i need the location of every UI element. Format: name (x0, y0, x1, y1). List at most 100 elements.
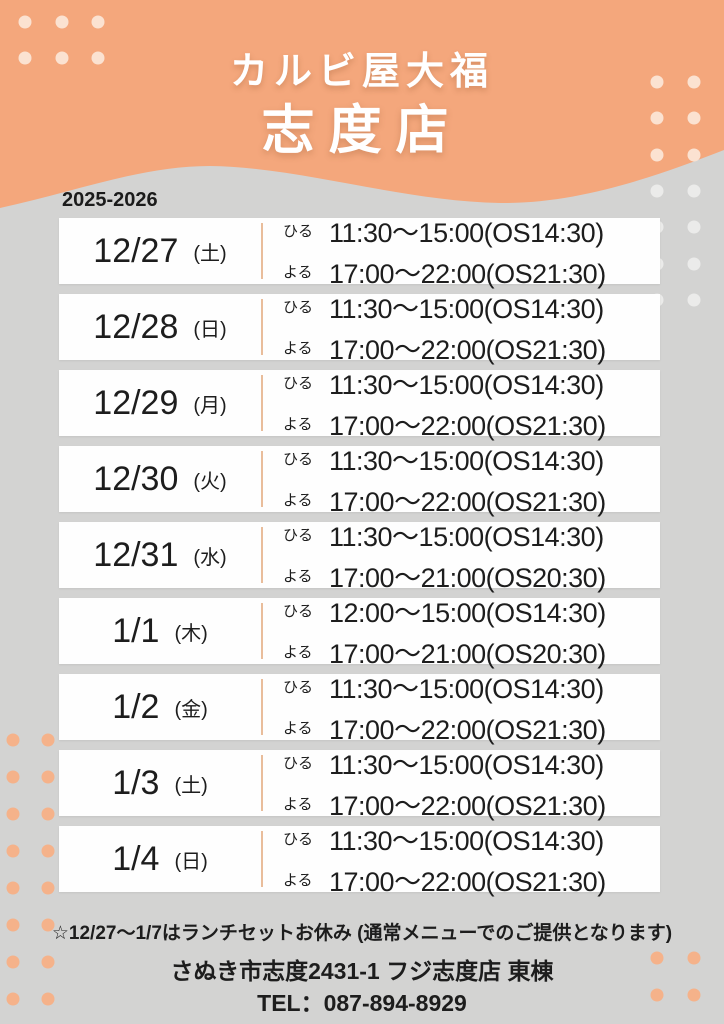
lunch-hours: 11:30〜15:00(OS14:30) (329, 750, 604, 780)
row-weekday: (金) (174, 698, 208, 721)
lunch-hours: 11:30〜15:00(OS14:30) (329, 218, 604, 248)
row-times: ひる 11:30〜15:00(OS14:30) よる 17:00〜22:00(O… (263, 211, 606, 291)
dinner-label: よる (283, 340, 313, 357)
lunch-line: ひる 12:00〜15:00(OS14:30) (283, 591, 606, 630)
row-date-cell: 12/27 (土) (59, 232, 261, 271)
dinner-hours: 17:00〜21:00(OS20:30) (329, 639, 606, 669)
row-date: 12/29 (93, 383, 179, 422)
schedule-row: 1/2 (金) ひる 11:30〜15:00(OS14:30) よる 17:00… (59, 674, 660, 745)
dinner-label: よる (283, 264, 313, 281)
dinner-hours: 17:00〜22:00(OS21:30) (329, 335, 606, 365)
store-name: 志度店 (261, 101, 463, 160)
row-divider (261, 679, 263, 735)
row-divider (261, 223, 263, 279)
row-times: ひる 11:30〜15:00(OS14:30) よる 17:00〜21:00(O… (263, 515, 606, 595)
dinner-line: よる 17:00〜22:00(OS21:30) (283, 252, 606, 291)
season-label: 2025-2026 (62, 189, 158, 211)
row-date-cell: 1/4 (日) (59, 840, 261, 879)
lunch-label: ひる (283, 299, 314, 316)
row-divider (261, 375, 263, 431)
row-date-cell: 12/31 (水) (59, 536, 261, 575)
lunch-hours: 11:30〜15:00(OS14:30) (329, 294, 604, 324)
dinner-label: よる (283, 720, 313, 737)
row-times: ひる 11:30〜15:00(OS14:30) よる 17:00〜22:00(O… (263, 743, 606, 823)
dinner-line: よる 17:00〜22:00(OS21:30) (283, 480, 606, 519)
lunch-label: ひる (283, 375, 314, 392)
lunch-line: ひる 11:30〜15:00(OS14:30) (283, 363, 606, 402)
lunch-line: ひる 11:30〜15:00(OS14:30) (283, 515, 606, 554)
dinner-hours: 17:00〜22:00(OS21:30) (329, 715, 606, 745)
schedule-list: 12/27 (土) ひる 11:30〜15:00(OS14:30) よる 17:… (59, 218, 660, 902)
row-date: 12/28 (93, 307, 179, 346)
row-date: 1/4 (112, 839, 160, 878)
row-divider (261, 451, 263, 507)
lunch-label: ひる (283, 223, 314, 240)
lunch-hours: 11:30〜15:00(OS14:30) (329, 674, 604, 704)
lunch-hours: 11:30〜15:00(OS14:30) (329, 826, 604, 856)
dinner-line: よる 17:00〜22:00(OS21:30) (283, 860, 606, 899)
row-weekday: (土) (174, 774, 208, 797)
dinner-label: よる (283, 644, 313, 661)
lunch-hours: 11:30〜15:00(OS14:30) (329, 522, 604, 552)
row-date-cell: 1/1 (木) (59, 612, 261, 651)
row-date: 12/31 (93, 535, 179, 574)
dinner-label: よる (283, 492, 313, 509)
schedule-row: 12/31 (水) ひる 11:30〜15:00(OS14:30) よる 17:… (59, 522, 660, 593)
lunch-line: ひる 11:30〜15:00(OS14:30) (283, 211, 606, 250)
row-date-cell: 12/28 (日) (59, 308, 261, 347)
dinner-hours: 17:00〜22:00(OS21:30) (329, 411, 606, 441)
dinner-hours: 17:00〜22:00(OS21:30) (329, 867, 606, 897)
dot-pattern-bottom-right (650, 951, 701, 1002)
row-weekday: (日) (174, 850, 208, 873)
lunch-label: ひる (283, 755, 314, 772)
lunch-label: ひる (283, 679, 314, 696)
row-times: ひる 11:30〜15:00(OS14:30) よる 17:00〜22:00(O… (263, 819, 606, 899)
dinner-label: よる (283, 416, 313, 433)
lunch-label: ひる (283, 451, 314, 468)
row-divider (261, 831, 263, 887)
schedule-row: 12/29 (月) ひる 11:30〜15:00(OS14:30) よる 17:… (59, 370, 660, 441)
brand-title: カルビ屋大福 (229, 51, 494, 93)
dinner-line: よる 17:00〜22:00(OS21:30) (283, 708, 606, 747)
row-divider (261, 299, 263, 355)
row-date-cell: 12/29 (月) (59, 384, 261, 423)
dinner-label: よる (283, 568, 313, 585)
lunch-line: ひる 11:30〜15:00(OS14:30) (283, 439, 606, 478)
dinner-line: よる 17:00〜22:00(OS21:30) (283, 328, 606, 367)
row-times: ひる 12:00〜15:00(OS14:30) よる 17:00〜21:00(O… (263, 591, 606, 671)
row-date: 1/1 (112, 611, 160, 650)
lunch-line: ひる 11:30〜15:00(OS14:30) (283, 287, 606, 326)
dinner-label: よる (283, 872, 313, 889)
schedule-row: 1/3 (土) ひる 11:30〜15:00(OS14:30) よる 17:00… (59, 750, 660, 821)
lunch-label: ひる (283, 527, 314, 544)
store-address: さぬき市志度2431-1 フジ志度店 東棟 (170, 958, 554, 984)
row-times: ひる 11:30〜15:00(OS14:30) よる 17:00〜22:00(O… (263, 667, 606, 747)
row-times: ひる 11:30〜15:00(OS14:30) よる 17:00〜22:00(O… (263, 287, 606, 367)
row-times: ひる 11:30〜15:00(OS14:30) よる 17:00〜22:00(O… (263, 439, 606, 519)
row-weekday: (木) (174, 622, 208, 645)
dinner-hours: 17:00〜22:00(OS21:30) (329, 259, 606, 289)
row-weekday: (火) (193, 470, 227, 493)
dinner-hours: 17:00〜22:00(OS21:30) (329, 487, 606, 517)
row-weekday: (水) (193, 546, 227, 569)
schedule-row: 12/27 (土) ひる 11:30〜15:00(OS14:30) よる 17:… (59, 218, 660, 289)
dinner-line: よる 17:00〜21:00(OS20:30) (283, 632, 606, 671)
lunch-line: ひる 11:30〜15:00(OS14:30) (283, 819, 606, 858)
dinner-line: よる 17:00〜22:00(OS21:30) (283, 784, 606, 823)
row-date: 1/3 (112, 763, 160, 802)
row-weekday: (月) (193, 394, 227, 417)
dinner-hours: 17:00〜21:00(OS20:30) (329, 563, 606, 593)
lunch-hours: 12:00〜15:00(OS14:30) (329, 598, 606, 628)
dinner-line: よる 17:00〜21:00(OS20:30) (283, 556, 606, 595)
dinner-label: よる (283, 796, 313, 813)
lunch-line: ひる 11:30〜15:00(OS14:30) (283, 667, 606, 706)
row-divider (261, 755, 263, 811)
lunch-label: ひる (283, 831, 314, 848)
row-date-cell: 1/3 (土) (59, 764, 261, 803)
row-divider (261, 527, 263, 583)
lunch-hours: 11:30〜15:00(OS14:30) (329, 370, 604, 400)
store-phone: TEL：087-894-8929 (257, 990, 467, 1016)
dinner-hours: 17:00〜22:00(OS21:30) (329, 791, 606, 821)
lunch-hours: 11:30〜15:00(OS14:30) (329, 446, 604, 476)
